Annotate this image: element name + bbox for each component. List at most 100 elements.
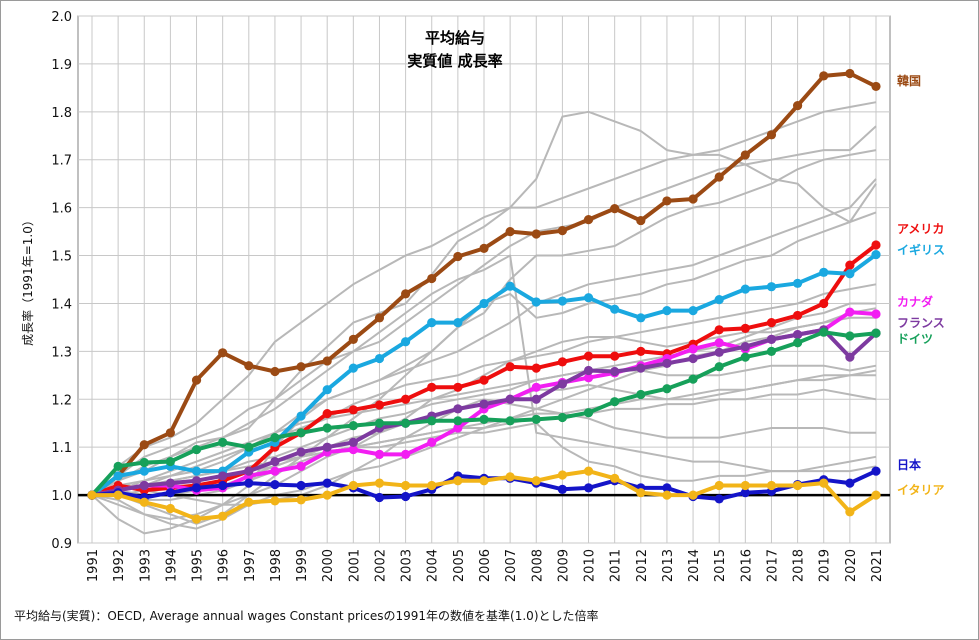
- other-country-line: [91, 283, 877, 497]
- legend-label-イギリス: イギリス: [897, 242, 945, 257]
- data-point: [714, 325, 724, 335]
- data-point: [871, 328, 881, 338]
- y-tick-label: 1.6: [51, 202, 72, 217]
- data-point: [479, 399, 489, 409]
- x-tick-label: 2002: [373, 549, 388, 582]
- y-tick-label: 1.3: [51, 345, 72, 360]
- y-tick-label: 1.0: [51, 489, 72, 504]
- data-point: [557, 412, 568, 423]
- data-point: [270, 466, 280, 476]
- source-caption: 平均給与(実質)：OECD, Average annual wages Cons…: [14, 608, 599, 623]
- data-point: [270, 433, 280, 443]
- data-point: [322, 423, 332, 433]
- data-point: [557, 296, 568, 306]
- data-point: [740, 488, 750, 498]
- data-point: [427, 273, 437, 284]
- data-point: [740, 341, 750, 352]
- y-axis-label: 成長率（1991年=1.0）: [20, 214, 35, 346]
- data-point: [296, 480, 306, 491]
- data-point: [453, 318, 463, 328]
- data-point: [845, 331, 855, 341]
- data-point: [348, 363, 358, 373]
- data-point: [505, 394, 515, 404]
- legend-label-日本: 日本: [897, 457, 921, 472]
- data-point: [662, 196, 672, 206]
- legend-label-フランス: フランス: [897, 316, 945, 330]
- x-tick-label: 1994: [164, 549, 179, 582]
- data-point: [401, 337, 411, 347]
- data-point: [688, 353, 698, 364]
- data-point: [714, 362, 724, 372]
- data-point: [348, 480, 358, 491]
- data-point: [218, 480, 228, 491]
- data-point: [374, 449, 385, 459]
- x-tick-label: 2018: [792, 549, 807, 582]
- data-point: [322, 442, 332, 452]
- data-point: [322, 490, 332, 500]
- data-point: [714, 295, 724, 305]
- data-point: [662, 358, 672, 368]
- x-tick-label: 2021: [870, 549, 885, 582]
- data-point: [244, 497, 254, 507]
- other-country-line: [92, 398, 876, 506]
- data-point: [871, 490, 881, 500]
- data-point: [688, 490, 698, 500]
- data-point: [636, 363, 646, 373]
- data-point: [557, 484, 568, 494]
- data-point: [165, 478, 175, 488]
- data-point: [531, 363, 541, 373]
- data-point: [453, 416, 463, 426]
- data-point: [662, 483, 672, 493]
- x-tick-label: 2010: [583, 549, 598, 582]
- data-point: [819, 327, 829, 337]
- data-point: [845, 307, 855, 317]
- data-point: [766, 130, 777, 140]
- data-point: [505, 226, 515, 237]
- data-point: [766, 346, 777, 356]
- data-point: [374, 478, 385, 488]
- data-point: [374, 353, 385, 364]
- data-point: [845, 68, 855, 79]
- x-tick-label: 2009: [556, 549, 571, 582]
- data-point: [793, 278, 803, 288]
- data-point: [244, 442, 254, 452]
- data-point: [714, 494, 724, 504]
- y-tick-label: 0.9: [51, 537, 72, 552]
- data-point: [636, 346, 646, 356]
- legend-label-韓国: 韓国: [897, 73, 921, 88]
- data-point: [583, 408, 594, 418]
- x-tick-label: 2019: [818, 549, 833, 582]
- data-point: [348, 444, 358, 455]
- data-point: [165, 428, 175, 438]
- data-point: [845, 352, 855, 362]
- legend-label-イタリア: イタリア: [897, 483, 945, 497]
- data-point: [113, 471, 123, 481]
- chart-title-line2: 実質値 成長率: [407, 52, 502, 70]
- data-point: [453, 382, 463, 392]
- data-point: [374, 492, 385, 503]
- x-tick-label: 2011: [609, 549, 624, 582]
- data-point: [218, 471, 228, 481]
- series-イギリス: [87, 249, 881, 500]
- data-point: [139, 466, 149, 476]
- y-tick-label: 1.5: [51, 250, 72, 265]
- data-point: [871, 81, 881, 92]
- data-point: [322, 478, 332, 488]
- data-point: [714, 480, 724, 491]
- x-tick-label: 2013: [661, 549, 676, 582]
- data-point: [427, 382, 437, 392]
- data-point: [191, 466, 202, 476]
- legend-label-アメリカ: アメリカ: [897, 222, 944, 236]
- data-point: [479, 375, 489, 385]
- data-point: [270, 496, 280, 506]
- data-point: [296, 362, 306, 372]
- y-tick-label: 1.7: [51, 154, 72, 169]
- data-point: [610, 351, 620, 361]
- data-point: [191, 444, 202, 455]
- data-point: [610, 366, 620, 377]
- data-point: [165, 503, 175, 514]
- data-point: [401, 289, 411, 299]
- data-point: [819, 71, 829, 81]
- data-point: [531, 414, 541, 424]
- data-point: [845, 507, 855, 517]
